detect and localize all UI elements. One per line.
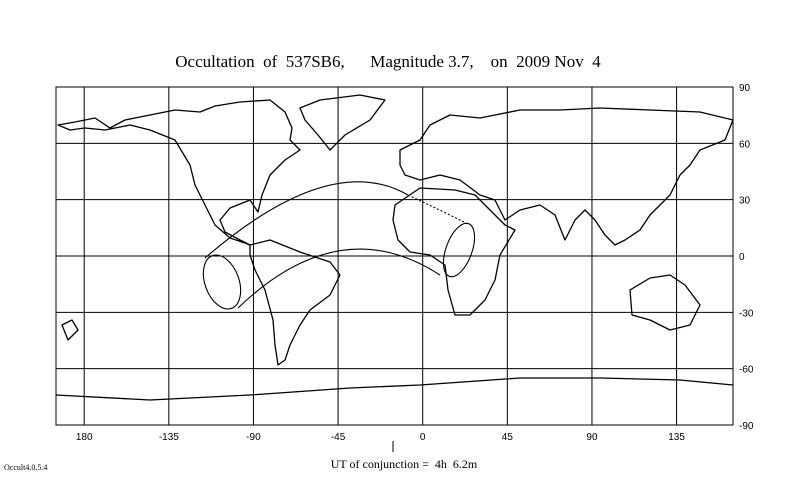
path-south-limit — [237, 248, 441, 309]
lat-tick-label: 60 — [739, 139, 751, 150]
lon-tick-label: -90 — [246, 432, 261, 443]
lat-tick-label: -60 — [739, 365, 754, 376]
new-zealand — [61, 319, 79, 341]
lon-tick-label: 180 — [76, 432, 93, 443]
map-frame — [55, 86, 734, 426]
conjunction-time: UT of conjunction = 4h 6.2m — [331, 457, 478, 471]
software-version: Occult4.0.5.4 — [4, 463, 47, 472]
path-north-limit — [204, 181, 409, 259]
greenland — [299, 94, 386, 151]
australia — [629, 274, 701, 331]
map-title: Occultation of 537SB6, Magnitude 3.7, on… — [175, 52, 601, 71]
lat-tick-label: 0 — [739, 252, 745, 263]
lat-tick-label: 30 — [739, 196, 751, 207]
lon-tick-label: 90 — [586, 432, 598, 443]
lon-tick-label: 45 — [502, 432, 514, 443]
eurasia — [399, 107, 734, 246]
lon-tick-label: -135 — [159, 432, 179, 443]
shadow-end — [442, 222, 476, 278]
lon-tick-label: 0 — [420, 432, 426, 443]
south-america — [249, 239, 341, 366]
shadow-start — [202, 254, 242, 310]
north-america — [57, 99, 301, 246]
occultation-path — [202, 181, 476, 310]
africa — [392, 187, 516, 316]
path-north-limit-dotted — [407, 194, 469, 225]
lat-tick-label: -30 — [739, 308, 754, 319]
coastlines — [55, 94, 734, 401]
lon-tick-label: -45 — [331, 432, 346, 443]
antarctica — [55, 377, 734, 401]
lat-tick-label: 90 — [739, 83, 751, 94]
lat-tick-label: -90 — [739, 421, 754, 432]
lon-tick-label: 135 — [668, 432, 685, 443]
